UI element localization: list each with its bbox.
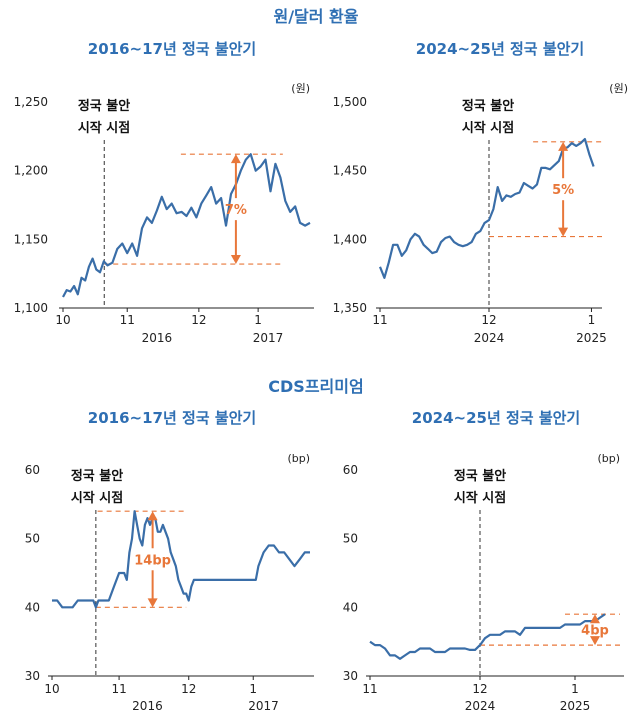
x-tick-label: 11 <box>111 682 126 696</box>
x-tick-label: 12 <box>191 313 206 327</box>
arrow-head-down <box>590 636 600 646</box>
year-label: 2017 <box>253 331 284 345</box>
x-tick-label: 1 <box>254 313 262 327</box>
y-tick-label: 60 <box>343 463 358 477</box>
chart-panel-1: 2016~17년 정국 불안기 (원) 1,100 1,150 1,200 1,250 10… <box>14 40 314 345</box>
chart-panel-2: 2024~25년 정국 불안기(원)1,3501,4001,4501,50011… <box>333 40 628 345</box>
x-tick-label: 12 <box>481 313 496 327</box>
x-tick-label: 10 <box>55 313 70 327</box>
y-tick-label: 30 <box>25 669 40 683</box>
change-label: 4bp <box>581 624 609 639</box>
series-line <box>378 138 595 279</box>
start-annotation-line2: 시작 시점 <box>454 490 506 506</box>
year-label: 2025 <box>576 331 607 345</box>
arrow-head-up <box>147 511 158 521</box>
x-tick-label: 1 <box>249 682 257 696</box>
chart-panel-4: 2024~25년 정국 불안기 (bp) 30 40 50 60 11 12 1 2024 2025… <box>343 409 624 713</box>
x-tick-label: 1 <box>588 313 596 327</box>
chart-panel-3: 2016~17년 정국 불안기 (bp) 30 40 50 60 10 11 12 1 2016 20… <box>25 409 314 713</box>
charts-container: 2016~17년 정국 불안기 (원) 1,100 1,150 1,200 1,250 10… <box>14 40 628 713</box>
y-tick-label: 50 <box>25 532 40 546</box>
y-tick-label: 50 <box>343 532 358 546</box>
arrow-head-down <box>230 255 241 265</box>
y-tick-label: 1,200 <box>14 164 48 178</box>
y-tick-label: 30 <box>343 669 358 683</box>
year-label: 2016 <box>142 331 173 345</box>
arrow-head-up <box>230 154 241 164</box>
change-label: 7% <box>225 203 247 218</box>
change-label: 14bp <box>134 553 171 568</box>
start-annotation-line1: 정국 불안 <box>71 468 123 484</box>
x-tick-label: 11 <box>120 313 135 327</box>
y-tick-label: 40 <box>25 600 40 614</box>
unit-label: (bp) <box>287 452 310 465</box>
chart-title: 2016~17년 정국 불안기 <box>88 409 256 427</box>
y-tick-label: 1,350 <box>333 301 367 315</box>
x-tick-label: 12 <box>472 682 487 696</box>
chart-title: 2016~17년 정국 불안기 <box>88 40 256 58</box>
y-tick-label: 1,100 <box>14 301 48 315</box>
start-annotation-line1: 정국 불안 <box>78 98 130 114</box>
x-tick-label: 11 <box>362 682 377 696</box>
year-label: 2016 <box>132 699 163 713</box>
unit-label: (원) <box>609 82 628 95</box>
start-annotation-line1: 정국 불안 <box>454 468 506 484</box>
start-annotation-line1: 정국 불안 <box>462 98 514 114</box>
y-tick-label: 1,150 <box>14 232 48 246</box>
year-label: 2017 <box>248 699 279 713</box>
arrow-head-up <box>558 141 569 151</box>
arrow-head-down <box>147 598 158 608</box>
x-tick-label: 1 <box>571 682 579 696</box>
y-tick-label: 1,450 <box>333 164 367 178</box>
arrow-head-down <box>558 227 569 237</box>
start-annotation-line2: 시작 시점 <box>462 120 514 136</box>
year-label: 2025 <box>560 699 591 713</box>
year-label: 2024 <box>465 699 496 713</box>
chart-title: 2024~25년 정국 불안기 <box>412 409 580 427</box>
x-tick-label: 10 <box>44 682 59 696</box>
arrow-head-up <box>590 614 600 624</box>
unit-label: (bp) <box>597 452 620 465</box>
chart-title: 2024~25년 정국 불안기 <box>416 40 584 58</box>
y-tick-label: 1,400 <box>333 232 367 246</box>
year-label: 2024 <box>474 331 505 345</box>
y-tick-label: 40 <box>343 600 358 614</box>
series-line <box>62 153 311 298</box>
series-line <box>369 613 606 660</box>
unit-label: (원) <box>291 82 310 95</box>
y-tick-label: 1,500 <box>333 95 367 109</box>
x-tick-label: 11 <box>372 313 387 327</box>
change-label: 5% <box>552 183 574 198</box>
start-annotation-line2: 시작 시점 <box>78 120 130 136</box>
series-line <box>52 510 310 609</box>
x-tick-label: 12 <box>181 682 196 696</box>
section-title-exchange-rate: 원/달러 환율 <box>273 7 358 26</box>
start-annotation-line2: 시작 시점 <box>71 490 123 506</box>
section-title-cds-premium: CDS프리미엄 <box>268 377 363 396</box>
y-tick-label: 1,250 <box>14 95 48 109</box>
y-tick-label: 60 <box>25 463 40 477</box>
